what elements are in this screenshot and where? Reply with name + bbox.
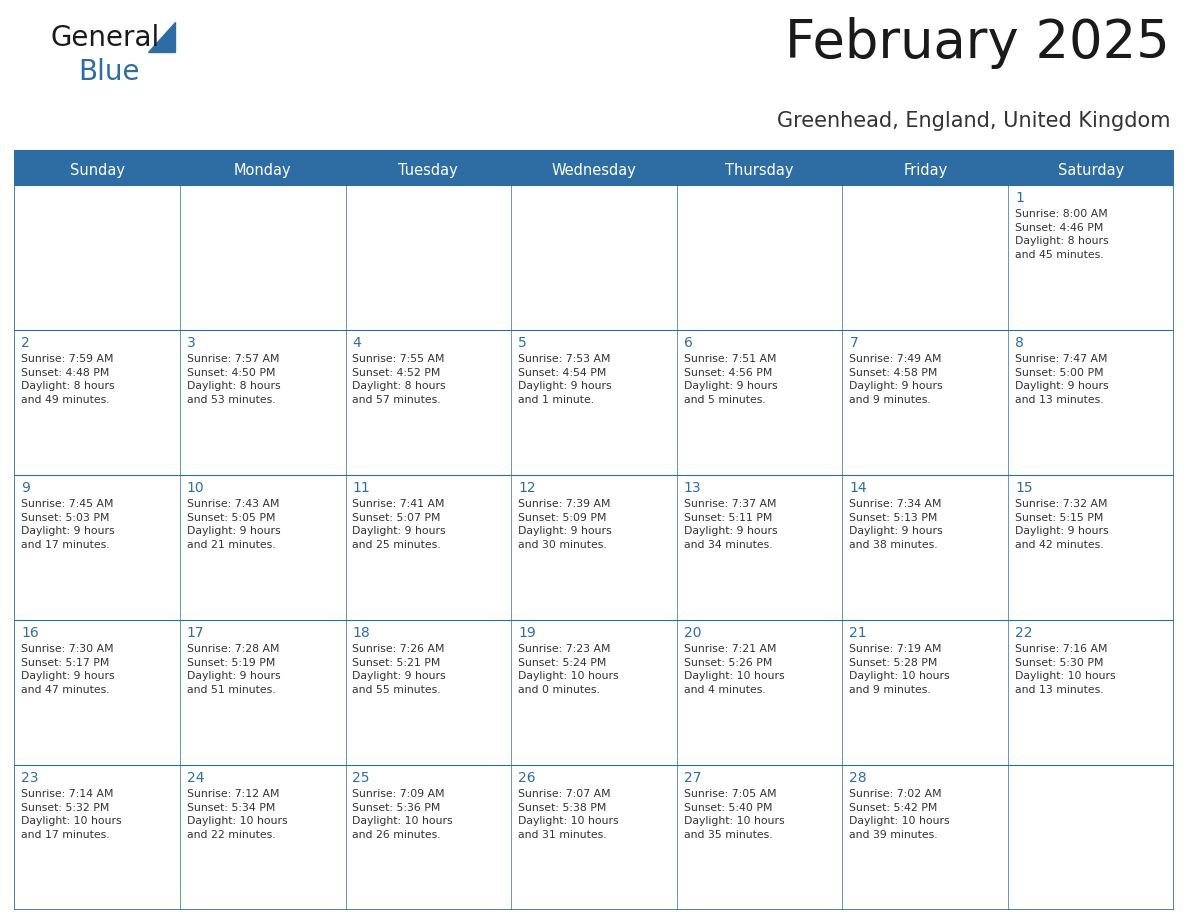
Text: 17: 17 xyxy=(187,626,204,640)
Text: Sunrise: 7:09 AM
Sunset: 5:36 PM
Daylight: 10 hours
and 26 minutes.: Sunrise: 7:09 AM Sunset: 5:36 PM Dayligh… xyxy=(353,789,453,840)
Text: 19: 19 xyxy=(518,626,536,640)
Text: Sunrise: 7:02 AM
Sunset: 5:42 PM
Daylight: 10 hours
and 39 minutes.: Sunrise: 7:02 AM Sunset: 5:42 PM Dayligh… xyxy=(849,789,950,840)
Text: 28: 28 xyxy=(849,771,867,785)
Text: Sunrise: 7:39 AM
Sunset: 5:09 PM
Daylight: 9 hours
and 30 minutes.: Sunrise: 7:39 AM Sunset: 5:09 PM Dayligh… xyxy=(518,499,612,550)
Text: General: General xyxy=(50,24,159,52)
Text: February 2025: February 2025 xyxy=(785,17,1170,70)
Text: Sunrise: 7:37 AM
Sunset: 5:11 PM
Daylight: 9 hours
and 34 minutes.: Sunrise: 7:37 AM Sunset: 5:11 PM Dayligh… xyxy=(684,499,777,550)
Text: 27: 27 xyxy=(684,771,701,785)
Text: Sunrise: 7:43 AM
Sunset: 5:05 PM
Daylight: 9 hours
and 21 minutes.: Sunrise: 7:43 AM Sunset: 5:05 PM Dayligh… xyxy=(187,499,280,550)
Text: Sunrise: 7:07 AM
Sunset: 5:38 PM
Daylight: 10 hours
and 31 minutes.: Sunrise: 7:07 AM Sunset: 5:38 PM Dayligh… xyxy=(518,789,619,840)
Text: 11: 11 xyxy=(353,481,371,495)
Text: Sunrise: 7:51 AM
Sunset: 4:56 PM
Daylight: 9 hours
and 5 minutes.: Sunrise: 7:51 AM Sunset: 4:56 PM Dayligh… xyxy=(684,354,777,405)
Text: 9: 9 xyxy=(21,481,30,495)
Text: Friday: Friday xyxy=(903,162,947,177)
Text: Sunrise: 7:34 AM
Sunset: 5:13 PM
Daylight: 9 hours
and 38 minutes.: Sunrise: 7:34 AM Sunset: 5:13 PM Dayligh… xyxy=(849,499,943,550)
Text: Sunrise: 7:21 AM
Sunset: 5:26 PM
Daylight: 10 hours
and 4 minutes.: Sunrise: 7:21 AM Sunset: 5:26 PM Dayligh… xyxy=(684,644,784,695)
Text: 20: 20 xyxy=(684,626,701,640)
Bar xyxy=(14,620,1174,765)
Text: Sunrise: 7:55 AM
Sunset: 4:52 PM
Daylight: 8 hours
and 57 minutes.: Sunrise: 7:55 AM Sunset: 4:52 PM Dayligh… xyxy=(353,354,447,405)
Text: 13: 13 xyxy=(684,481,701,495)
Text: Sunrise: 7:16 AM
Sunset: 5:30 PM
Daylight: 10 hours
and 13 minutes.: Sunrise: 7:16 AM Sunset: 5:30 PM Dayligh… xyxy=(1015,644,1116,695)
Text: Sunday: Sunday xyxy=(70,162,125,177)
Text: 1: 1 xyxy=(1015,191,1024,205)
Text: 24: 24 xyxy=(187,771,204,785)
Text: 4: 4 xyxy=(353,336,361,350)
Text: 18: 18 xyxy=(353,626,371,640)
Text: 3: 3 xyxy=(187,336,196,350)
Text: 25: 25 xyxy=(353,771,369,785)
Bar xyxy=(14,155,1174,185)
Bar xyxy=(14,765,1174,910)
Text: Blue: Blue xyxy=(78,58,139,86)
Text: Sunrise: 7:14 AM
Sunset: 5:32 PM
Daylight: 10 hours
and 17 minutes.: Sunrise: 7:14 AM Sunset: 5:32 PM Dayligh… xyxy=(21,789,122,840)
Text: Greenhead, England, United Kingdom: Greenhead, England, United Kingdom xyxy=(777,111,1170,131)
Text: Monday: Monday xyxy=(234,162,291,177)
Text: 15: 15 xyxy=(1015,481,1032,495)
Text: Sunrise: 7:30 AM
Sunset: 5:17 PM
Daylight: 9 hours
and 47 minutes.: Sunrise: 7:30 AM Sunset: 5:17 PM Dayligh… xyxy=(21,644,115,695)
Text: 23: 23 xyxy=(21,771,39,785)
Text: Sunrise: 7:19 AM
Sunset: 5:28 PM
Daylight: 10 hours
and 9 minutes.: Sunrise: 7:19 AM Sunset: 5:28 PM Dayligh… xyxy=(849,644,950,695)
Text: 7: 7 xyxy=(849,336,858,350)
Text: 16: 16 xyxy=(21,626,39,640)
Text: Sunrise: 7:57 AM
Sunset: 4:50 PM
Daylight: 8 hours
and 53 minutes.: Sunrise: 7:57 AM Sunset: 4:50 PM Dayligh… xyxy=(187,354,280,405)
Text: Thursday: Thursday xyxy=(726,162,794,177)
Text: Sunrise: 7:05 AM
Sunset: 5:40 PM
Daylight: 10 hours
and 35 minutes.: Sunrise: 7:05 AM Sunset: 5:40 PM Dayligh… xyxy=(684,789,784,840)
Text: Sunrise: 7:53 AM
Sunset: 4:54 PM
Daylight: 9 hours
and 1 minute.: Sunrise: 7:53 AM Sunset: 4:54 PM Dayligh… xyxy=(518,354,612,405)
Text: Sunrise: 7:47 AM
Sunset: 5:00 PM
Daylight: 9 hours
and 13 minutes.: Sunrise: 7:47 AM Sunset: 5:00 PM Dayligh… xyxy=(1015,354,1108,405)
Text: Sunrise: 7:45 AM
Sunset: 5:03 PM
Daylight: 9 hours
and 17 minutes.: Sunrise: 7:45 AM Sunset: 5:03 PM Dayligh… xyxy=(21,499,115,550)
Text: Saturday: Saturday xyxy=(1057,162,1124,177)
Text: 26: 26 xyxy=(518,771,536,785)
Bar xyxy=(14,185,1174,330)
Text: Sunrise: 7:28 AM
Sunset: 5:19 PM
Daylight: 9 hours
and 51 minutes.: Sunrise: 7:28 AM Sunset: 5:19 PM Dayligh… xyxy=(187,644,280,695)
Text: 5: 5 xyxy=(518,336,527,350)
Text: Wednesday: Wednesday xyxy=(551,162,637,177)
Text: Sunrise: 7:49 AM
Sunset: 4:58 PM
Daylight: 9 hours
and 9 minutes.: Sunrise: 7:49 AM Sunset: 4:58 PM Dayligh… xyxy=(849,354,943,405)
Text: 21: 21 xyxy=(849,626,867,640)
Polygon shape xyxy=(148,22,175,52)
Bar xyxy=(14,330,1174,475)
Text: Sunrise: 8:00 AM
Sunset: 4:46 PM
Daylight: 8 hours
and 45 minutes.: Sunrise: 8:00 AM Sunset: 4:46 PM Dayligh… xyxy=(1015,209,1108,260)
Text: Sunrise: 7:59 AM
Sunset: 4:48 PM
Daylight: 8 hours
and 49 minutes.: Sunrise: 7:59 AM Sunset: 4:48 PM Dayligh… xyxy=(21,354,115,405)
Text: Sunrise: 7:23 AM
Sunset: 5:24 PM
Daylight: 10 hours
and 0 minutes.: Sunrise: 7:23 AM Sunset: 5:24 PM Dayligh… xyxy=(518,644,619,695)
Text: 8: 8 xyxy=(1015,336,1024,350)
Text: Sunrise: 7:41 AM
Sunset: 5:07 PM
Daylight: 9 hours
and 25 minutes.: Sunrise: 7:41 AM Sunset: 5:07 PM Dayligh… xyxy=(353,499,447,550)
Text: Sunrise: 7:32 AM
Sunset: 5:15 PM
Daylight: 9 hours
and 42 minutes.: Sunrise: 7:32 AM Sunset: 5:15 PM Dayligh… xyxy=(1015,499,1108,550)
Text: Tuesday: Tuesday xyxy=(398,162,459,177)
Text: Sunrise: 7:12 AM
Sunset: 5:34 PM
Daylight: 10 hours
and 22 minutes.: Sunrise: 7:12 AM Sunset: 5:34 PM Dayligh… xyxy=(187,789,287,840)
Text: 22: 22 xyxy=(1015,626,1032,640)
Text: Sunrise: 7:26 AM
Sunset: 5:21 PM
Daylight: 9 hours
and 55 minutes.: Sunrise: 7:26 AM Sunset: 5:21 PM Dayligh… xyxy=(353,644,447,695)
Text: 6: 6 xyxy=(684,336,693,350)
Text: 10: 10 xyxy=(187,481,204,495)
Text: 2: 2 xyxy=(21,336,30,350)
Bar xyxy=(14,475,1174,620)
Text: 14: 14 xyxy=(849,481,867,495)
Text: 12: 12 xyxy=(518,481,536,495)
